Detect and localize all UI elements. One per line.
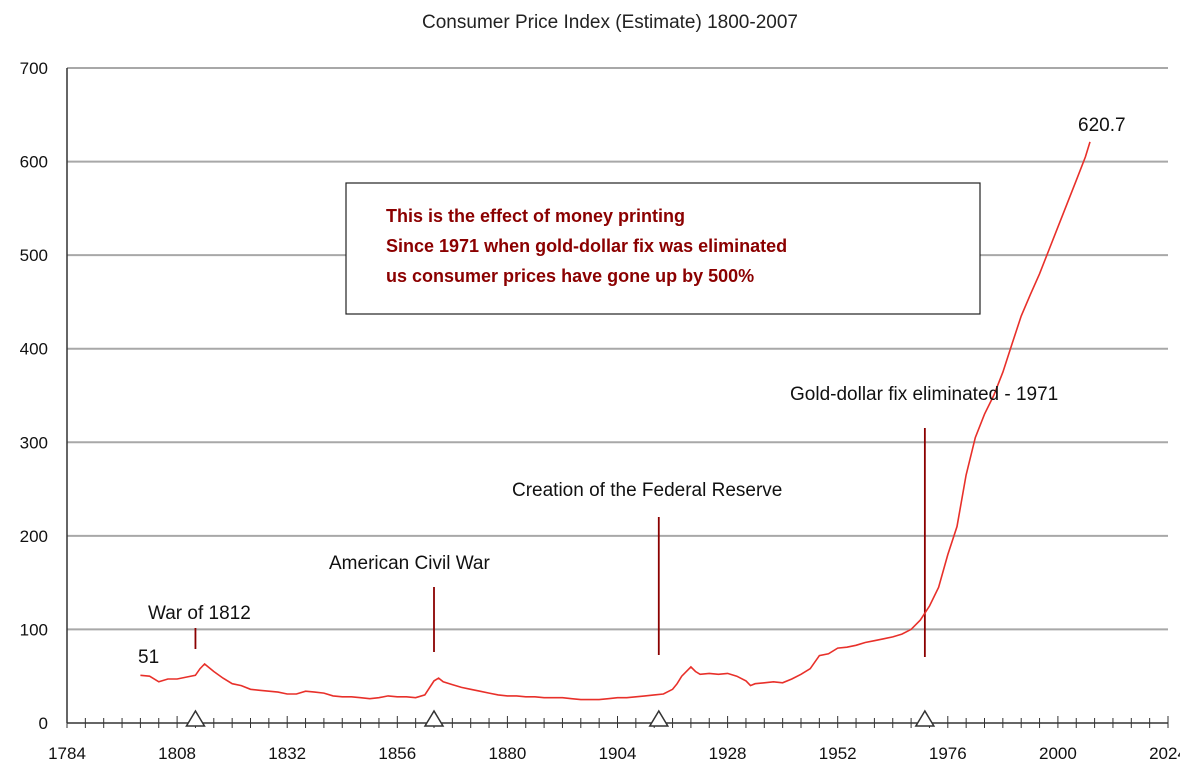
y-tick-label: 500	[20, 246, 48, 265]
note-box-border	[345, 182, 981, 315]
y-tick-label: 400	[20, 340, 48, 359]
x-tick-label: 1904	[599, 744, 637, 763]
event-markers	[185, 428, 936, 727]
x-tick-label: 2024	[1149, 744, 1180, 763]
y-tick-label: 700	[20, 59, 48, 78]
x-tick-label: 1832	[268, 744, 306, 763]
x-tick-label: 1856	[378, 744, 416, 763]
end-value-label: 620.7	[1078, 115, 1126, 136]
chart-title: Consumer Price Index (Estimate) 1800-200…	[422, 12, 798, 33]
y-tick-label: 200	[20, 527, 48, 546]
gridlines	[67, 67, 1168, 631]
civil-war-label: American Civil War	[329, 553, 490, 574]
x-tick-label: 1976	[929, 744, 967, 763]
y-tick-label: 100	[20, 620, 48, 639]
gold-dollar-label: Gold-dollar fix eliminated - 1971	[790, 384, 1058, 405]
x-tick-label: 1784	[48, 744, 86, 763]
y-tick-label: 300	[20, 433, 48, 452]
note-line-2: Since 1971 when gold-dollar fix was elim…	[386, 236, 787, 256]
x-tick-label: 2000	[1039, 744, 1077, 763]
y-tick-label: 600	[20, 153, 48, 172]
x-tick-label: 1808	[158, 744, 196, 763]
event-marker-triangle	[914, 709, 936, 727]
note-box: This is the effect of money printing Sin…	[345, 182, 981, 315]
federal-reserve-label: Creation of the Federal Reserve	[512, 480, 782, 501]
start-value-label: 51	[138, 647, 159, 668]
event-marker-triangle	[648, 709, 670, 727]
y-axis-ticks: 0 100 200 300 400 500 600 700	[20, 59, 48, 733]
war-of-1812-label: War of 1812	[148, 603, 251, 624]
x-tick-label: 1952	[819, 744, 857, 763]
y-tick-label: 0	[39, 714, 48, 733]
x-tick-label: 1928	[709, 744, 747, 763]
note-line-1: This is the effect of money printing	[386, 206, 685, 226]
event-marker-triangle	[185, 709, 206, 727]
cpi-series-line	[140, 141, 1091, 701]
x-axis-ticks: 1784 1808 1832 1856 1880 1904 1928 1952 1976 2000…	[48, 716, 1180, 763]
event-marker-triangle	[423, 709, 445, 727]
note-line-3: us consumer prices have gone up by 500%	[386, 266, 754, 286]
x-tick-label: 1880	[488, 744, 526, 763]
